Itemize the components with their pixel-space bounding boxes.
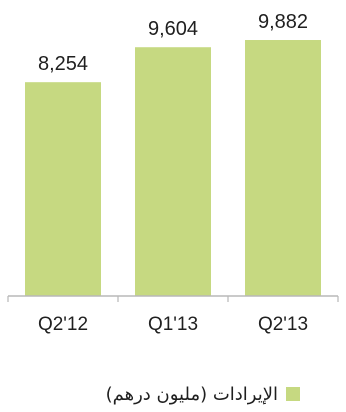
bar-value-label: 8,254 [38, 53, 88, 75]
bar-q212 [25, 82, 101, 297]
bars-layer [25, 40, 321, 297]
x-tick-label: Q1'13 [148, 314, 198, 335]
x-tick-label: Q2'13 [258, 314, 308, 335]
x-axis: Q2'12 Q1'13 Q2'13 [7, 295, 339, 335]
bar-value-label: 9,882 [258, 11, 308, 33]
legend-swatch [286, 387, 300, 401]
value-labels-layer: 8,254 9,604 9,882 [38, 11, 308, 75]
legend-label: الإيرادات (مليون درهم) [105, 383, 278, 405]
bar-value-label: 9,604 [148, 18, 198, 40]
x-tick-label: Q2'12 [38, 314, 88, 335]
chart-legend: الإيرادات (مليون درهم) [70, 382, 300, 406]
bar-q113 [135, 47, 211, 297]
bar-q213 [245, 40, 321, 297]
